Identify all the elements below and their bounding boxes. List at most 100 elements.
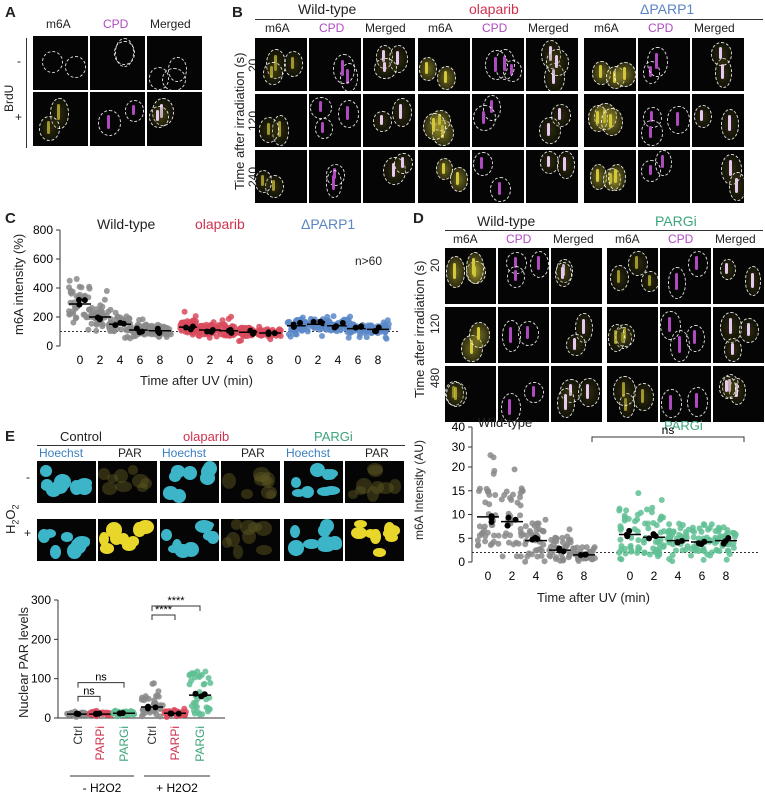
damage-stripe bbox=[441, 162, 445, 174]
nucleus-outline bbox=[472, 151, 493, 176]
nucleus bbox=[98, 467, 111, 481]
data-point bbox=[550, 542, 557, 549]
nucleus bbox=[61, 532, 73, 542]
data-column bbox=[161, 705, 189, 720]
data-point bbox=[105, 308, 112, 315]
condition-label: - H2O2 bbox=[83, 781, 122, 795]
damage-stripe bbox=[613, 329, 617, 344]
data-column bbox=[284, 314, 311, 340]
damage-stripe bbox=[508, 399, 512, 415]
damage-stripe bbox=[700, 109, 704, 122]
nucleus-outline bbox=[168, 56, 187, 82]
x-tick-label: Ctrl bbox=[71, 726, 85, 745]
panel-e-col-header: PAR bbox=[365, 446, 389, 460]
data-point bbox=[518, 532, 525, 539]
nucleus-outline bbox=[500, 392, 522, 422]
data-point bbox=[206, 334, 213, 341]
panel-d-image bbox=[498, 248, 549, 304]
significance-bracket bbox=[151, 614, 176, 620]
panel-b-group-parp1: ΔPARP1 bbox=[640, 1, 695, 17]
data-point bbox=[517, 490, 524, 497]
panel-d-image bbox=[551, 366, 602, 422]
panel-b-image bbox=[692, 94, 744, 147]
x-tick-label: 6 bbox=[137, 353, 144, 367]
data-point bbox=[70, 308, 77, 315]
data-point bbox=[541, 558, 548, 565]
data-column bbox=[364, 317, 392, 342]
panel-d-image bbox=[551, 248, 602, 304]
data-point bbox=[566, 526, 573, 533]
nucleus bbox=[70, 480, 84, 496]
x-tick-label: 0 bbox=[627, 569, 634, 583]
data-point bbox=[713, 546, 720, 553]
data-point bbox=[101, 296, 108, 303]
data-point bbox=[66, 277, 73, 284]
nucleus bbox=[230, 519, 243, 530]
data-column bbox=[196, 319, 224, 341]
panel-letter-b: B bbox=[232, 4, 243, 21]
data-point bbox=[628, 547, 635, 554]
data-point bbox=[344, 316, 351, 323]
data-point bbox=[690, 534, 697, 541]
data-point bbox=[642, 520, 649, 527]
panel-b-image bbox=[692, 38, 744, 91]
y-tick-label: 200 bbox=[33, 310, 53, 324]
panel-d-image bbox=[445, 248, 496, 304]
data-point bbox=[330, 313, 337, 320]
nucleus bbox=[303, 539, 321, 550]
nucleus bbox=[354, 486, 366, 496]
nucleus-outline bbox=[640, 120, 663, 146]
replicate-mean-point bbox=[198, 693, 205, 700]
nucleus bbox=[40, 482, 59, 491]
damage-stripe bbox=[345, 105, 349, 120]
nucleus bbox=[74, 535, 90, 545]
nucleus bbox=[105, 522, 123, 539]
nucleus-outline bbox=[667, 105, 690, 135]
data-point bbox=[145, 695, 152, 702]
panel-d-image bbox=[607, 366, 658, 422]
data-point bbox=[76, 283, 83, 290]
significance-bracket bbox=[77, 695, 101, 702]
data-point bbox=[617, 523, 624, 530]
significance-bracket bbox=[77, 682, 125, 688]
data-point bbox=[258, 332, 265, 339]
data-point bbox=[181, 705, 188, 712]
data-point bbox=[507, 532, 514, 539]
damage-stripe bbox=[595, 110, 599, 124]
panel-d-image bbox=[445, 307, 496, 363]
data-point bbox=[534, 553, 541, 560]
data-point bbox=[616, 505, 623, 512]
x-tick-label: 6 bbox=[699, 569, 706, 583]
damage-stripe bbox=[649, 110, 653, 122]
y-tick-label: 200 bbox=[31, 632, 51, 646]
data-column bbox=[256, 323, 284, 343]
damage-stripe bbox=[735, 177, 739, 193]
data-point bbox=[221, 321, 228, 328]
x-tick-label: 2 bbox=[207, 353, 214, 367]
nucleus bbox=[43, 528, 56, 538]
nucleus-outline bbox=[529, 250, 549, 279]
replicate-mean-point bbox=[156, 330, 163, 337]
replicate-mean-point bbox=[505, 514, 512, 521]
panel-e-image-par bbox=[221, 519, 280, 561]
panel-e-row-plus: + bbox=[24, 526, 32, 540]
data-point bbox=[93, 321, 100, 328]
nucleus bbox=[287, 540, 304, 556]
data-point bbox=[666, 521, 673, 528]
panel-d-col-header: m6A bbox=[615, 232, 640, 246]
significance-label: ns bbox=[95, 672, 107, 684]
data-point bbox=[203, 696, 210, 703]
data-point bbox=[90, 309, 97, 316]
panel-b-image bbox=[363, 150, 415, 203]
panel-d-image bbox=[660, 248, 711, 304]
nucleus-outline bbox=[332, 54, 355, 84]
nucleus-outline bbox=[325, 169, 343, 199]
significance-label: ns bbox=[83, 685, 95, 697]
panel-b-image bbox=[363, 38, 415, 91]
nucleus bbox=[353, 520, 367, 529]
damage-stripe bbox=[508, 326, 512, 343]
x-tick-label: 2 bbox=[509, 569, 516, 583]
data-column bbox=[546, 526, 574, 564]
data-point bbox=[648, 509, 655, 516]
panel-letter-e: E bbox=[5, 428, 16, 445]
